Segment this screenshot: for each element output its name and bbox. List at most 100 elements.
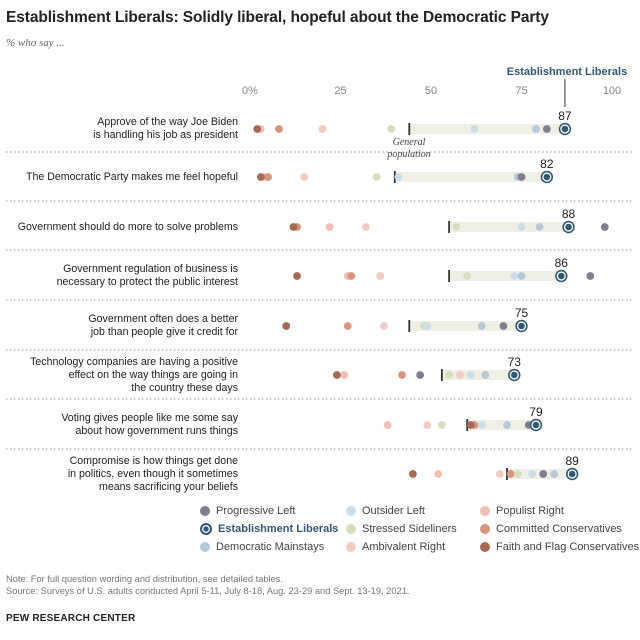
dot-committed-conservatives	[343, 322, 352, 330]
dot-ambivalent-right	[495, 470, 504, 478]
row-label-line: in politics, even though it sometimes	[67, 467, 238, 480]
dot-faith-flag-conservatives	[332, 371, 341, 379]
legend-label: Establishment Liberals	[218, 523, 339, 535]
general-population-label-2: population	[386, 149, 430, 160]
data-label: 79	[529, 405, 543, 419]
dot-establishment-liberals	[558, 272, 565, 280]
row: 87	[253, 79, 572, 136]
dot-committed-conservatives	[398, 371, 406, 379]
legend-item-democratic-mainstays: Democratic Mainstays	[200, 541, 324, 553]
dot-outsider-left	[477, 421, 486, 429]
dot-faith-flag-conservatives	[466, 421, 475, 429]
legend-swatch	[480, 506, 490, 516]
row: 82	[256, 157, 554, 184]
row-label-line: necessary to protect the public interest	[56, 276, 238, 288]
dot-progressive-left	[600, 223, 609, 231]
dot-democratic-mainstays	[477, 322, 486, 330]
row-label-line: means sacrificing your beliefs	[99, 480, 238, 493]
legend-swatch	[480, 542, 490, 552]
dot-ambivalent-right	[423, 421, 432, 429]
row-label-line: Government regulation of business is	[63, 263, 238, 275]
dot-stressed-sideliners	[513, 470, 522, 478]
legend-swatch	[346, 542, 356, 552]
legend-label: Democratic Mainstays	[216, 541, 325, 553]
dot-faith-flag-conservatives	[409, 470, 417, 478]
row-label: Approve of the way Joe Biden is handling …	[2, 116, 238, 142]
row: 88	[289, 207, 609, 234]
data-label: 89	[566, 454, 580, 468]
legend-item-faith-flag-conservatives: Faith and Flag Conservatives	[480, 541, 639, 553]
legend-item-progressive-left: Progressive Left	[200, 505, 295, 517]
legend-item-stressed-sideliners: Stressed Sideliners	[346, 523, 457, 535]
row-label-line: Technology companies are having a positi…	[30, 355, 238, 368]
dot-progressive-left	[542, 125, 551, 133]
org-name: PEW RESEARCH CENTER	[6, 613, 136, 624]
dot-outsider-left	[394, 173, 403, 181]
range-bar	[409, 321, 522, 331]
legend-label: Outsider Left	[362, 505, 425, 517]
row-label: Technology companies are having a positi…	[2, 356, 238, 395]
range-bar	[409, 124, 565, 134]
dot-establishment-liberals	[518, 322, 525, 330]
dot-outsider-left	[423, 322, 432, 330]
dot-committed-conservatives	[264, 173, 272, 181]
row: 75	[282, 306, 529, 333]
note: Note: For full question wording and dist…	[6, 574, 284, 584]
dot-outsider-left	[466, 371, 475, 379]
row: 86	[293, 256, 595, 283]
data-label: 75	[515, 306, 529, 320]
dot-democratic-mainstays	[517, 272, 526, 280]
row: 79	[383, 405, 543, 432]
row-label: The Democratic Party makes me feel hopef…	[2, 171, 238, 184]
dot-democratic-mainstays	[481, 371, 490, 379]
dot-outsider-left	[528, 470, 537, 478]
row-label-line: the country these days	[131, 381, 238, 394]
dot-populist-right	[383, 421, 392, 429]
range-bar	[467, 420, 536, 430]
row-label-line: Approve of the way Joe Biden	[97, 116, 238, 128]
dot-ambivalent-right	[361, 223, 370, 231]
data-label: 73	[508, 355, 522, 369]
data-label: 86	[555, 256, 569, 270]
legend-swatch	[200, 542, 210, 552]
row-label: Voting gives people like me some say abou…	[2, 412, 238, 438]
dot-faith-flag-conservatives	[289, 223, 298, 231]
row: 73	[332, 355, 522, 382]
dot-populist-right	[325, 223, 334, 231]
dot-committed-conservatives	[275, 125, 283, 133]
dot-outsider-left	[470, 125, 479, 133]
dot-populist-right	[340, 371, 349, 379]
data-label: 88	[562, 207, 576, 221]
dot-establishment-liberals	[565, 223, 572, 231]
highlight-series-header: Establishment Liberals	[507, 66, 627, 78]
general-population-label-1: General	[393, 137, 426, 148]
dot-outsider-left	[517, 223, 526, 231]
dot-ambivalent-right	[456, 371, 464, 379]
dot-stressed-sideliners	[387, 125, 396, 133]
row-label-line: Voting gives people like me some say	[61, 412, 238, 424]
dot-democratic-mainstays	[532, 125, 540, 133]
dot-ambivalent-right	[300, 173, 309, 181]
dot-establishment-liberals	[568, 470, 576, 478]
x-tick-label: 0%	[242, 85, 258, 97]
source: Source: Surveys of U.S. adults conducted…	[6, 586, 410, 596]
row-label-line: job than people give it credit for	[90, 326, 238, 338]
row-label-line: is handling his job as president	[93, 129, 238, 141]
dot-faith-flag-conservatives	[253, 125, 262, 133]
dot-faith-flag-conservatives	[256, 173, 265, 181]
data-label: 82	[540, 157, 554, 171]
dot-stressed-sideliners	[372, 173, 381, 181]
dot-ambivalent-right	[380, 322, 388, 330]
dot-faith-flag-conservatives	[293, 272, 301, 280]
dot-stressed-sideliners	[445, 371, 453, 379]
dot-ambivalent-right	[376, 272, 385, 280]
row-label: Government often does a better job than p…	[2, 313, 238, 339]
dot-establishment-liberals	[561, 125, 569, 133]
chart-title: Establishment Liberals: Solidly liberal,…	[6, 9, 549, 26]
dot-progressive-left	[586, 272, 595, 280]
dot-democratic-mainstays	[535, 223, 544, 231]
dot-committed-conservatives	[506, 470, 515, 478]
dot-progressive-left	[517, 173, 526, 181]
row-label-line: The Democratic Party makes me feel hopef…	[26, 170, 238, 183]
